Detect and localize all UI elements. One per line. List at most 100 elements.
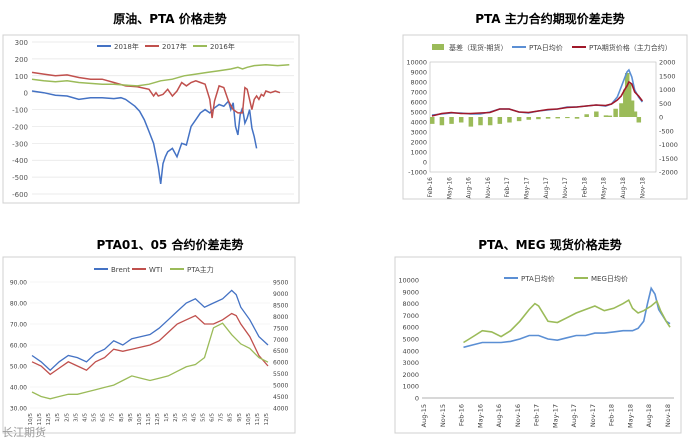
x-tick-label: 4/5 bbox=[191, 413, 197, 422]
chart-frame bbox=[2, 256, 296, 434]
x-tick-label: 6/5 bbox=[210, 413, 216, 422]
right-tick-label: 2000 bbox=[659, 59, 676, 67]
basis-bar bbox=[584, 114, 589, 117]
series-line-2018年 bbox=[31, 90, 258, 185]
legend-label: 2016年 bbox=[210, 42, 235, 51]
x-tick-label: Aug-17 bbox=[543, 177, 550, 199]
left-tick-label: 9000 bbox=[410, 69, 427, 77]
legend-label: PTA主力 bbox=[187, 265, 214, 274]
left-tick-label: 70.00 bbox=[10, 322, 27, 329]
x-tick-label: 5/5 bbox=[92, 413, 98, 422]
left-tick-label: 60.00 bbox=[10, 343, 27, 350]
x-tick-label: 1/5 bbox=[55, 413, 61, 422]
x-tick-label: 11/5 bbox=[37, 413, 43, 426]
series-line-PTA日均价 bbox=[463, 286, 671, 349]
x-tick-label: 7/5 bbox=[110, 413, 116, 422]
basis-bar bbox=[497, 117, 503, 124]
x-tick-label: Aug-15 bbox=[420, 404, 428, 427]
left-tick-label: 90.00 bbox=[10, 280, 27, 287]
basis-bar bbox=[478, 117, 483, 126]
x-tick-label: Nov-16 bbox=[485, 177, 492, 199]
right-tick-label: 7000 bbox=[273, 337, 288, 344]
basis-bar bbox=[526, 117, 532, 120]
x-tick-label: Feb-18 bbox=[608, 404, 616, 426]
chart-2: 1000090008000700060005000400030002000100… bbox=[402, 34, 688, 200]
left-tick-label: 5000 bbox=[410, 109, 427, 117]
chart-frame bbox=[402, 34, 688, 200]
x-tick-label: May-18 bbox=[626, 404, 634, 428]
chart-1: 300 200 100 0 -100 -200 -300 -400 -500 -600 2018年 2… bbox=[2, 34, 300, 204]
x-tick-label: 12/5 bbox=[155, 413, 161, 426]
y-tick-label: 9000 bbox=[402, 288, 419, 296]
x-tick-label: Feb-17 bbox=[533, 404, 541, 426]
y-tick-label: 300 bbox=[15, 39, 28, 47]
legend-label: 2018年 bbox=[114, 42, 139, 51]
x-tick-label: Nov-17 bbox=[589, 404, 597, 427]
right-tick-label: 6500 bbox=[273, 348, 288, 355]
chart-frame bbox=[2, 34, 300, 204]
series-line-WTI bbox=[31, 312, 269, 376]
chart-title-4: PTA、MEG 现货价格走势 bbox=[478, 238, 622, 252]
right-tick-label: 5500 bbox=[273, 371, 288, 378]
basis-bar bbox=[555, 117, 560, 119]
x-tick-label: 10/5 bbox=[246, 413, 252, 426]
x-tick-label: 11/5 bbox=[255, 413, 261, 426]
right-tick-label: 500 bbox=[659, 100, 671, 108]
right-tick-label: 0 bbox=[659, 114, 663, 122]
y-tick-label: -400 bbox=[12, 157, 28, 165]
left-tick-label: 10000 bbox=[406, 59, 427, 67]
basis-bar bbox=[536, 117, 541, 120]
basis-bar bbox=[619, 103, 624, 117]
legend-label: PTA日均价 bbox=[521, 274, 555, 283]
y-tick-label: 100 bbox=[15, 73, 28, 81]
x-tick-label: May-18 bbox=[601, 177, 608, 199]
left-tick-label: 1000 bbox=[410, 149, 427, 157]
basis-bar bbox=[516, 117, 522, 122]
x-tick-label: 8/5 bbox=[228, 413, 234, 422]
x-tick-label: Aug-17 bbox=[570, 404, 578, 427]
legend-label: MEG日均价 bbox=[591, 274, 628, 283]
basis-bar bbox=[449, 117, 454, 124]
y-tick-label: 7000 bbox=[402, 312, 419, 320]
y-tick-label: -100 bbox=[12, 107, 28, 115]
x-tick-label: 9/5 bbox=[128, 413, 134, 422]
right-tick-label: 1000 bbox=[659, 86, 676, 94]
y-tick-label: 200 bbox=[15, 56, 28, 64]
left-tick-label: 2000 bbox=[410, 139, 427, 147]
right-tick-label: -2000 bbox=[659, 169, 678, 177]
legend-label: WTI bbox=[149, 266, 162, 274]
x-tick-label: Nov-17 bbox=[562, 177, 569, 199]
basis-bar bbox=[545, 117, 551, 119]
y-tick-label: 10000 bbox=[398, 277, 419, 285]
left-tick-label: 4000 bbox=[410, 119, 427, 127]
right-tick-label: 8500 bbox=[273, 302, 288, 309]
legend-label: Brent bbox=[111, 266, 130, 274]
series-line-PTA期货价格（主力合约） bbox=[431, 80, 644, 117]
x-tick-label: Aug-16 bbox=[495, 404, 503, 427]
basis-bar bbox=[430, 117, 435, 124]
x-tick-label: 12/5 bbox=[46, 413, 52, 426]
series-line-PTA主力 bbox=[31, 322, 269, 400]
x-tick-label: May-16 bbox=[446, 177, 453, 199]
chart-title-1: 原油、PTA 价格走势 bbox=[113, 12, 227, 26]
chart-title-2: PTA 主力合约期现价差走势 bbox=[475, 12, 625, 26]
x-tick-label: May-17 bbox=[551, 404, 559, 428]
left-tick-label: 40.00 bbox=[10, 385, 27, 392]
basis-bar bbox=[594, 111, 599, 117]
y-tick-label: 0 bbox=[24, 90, 28, 98]
x-tick-label: 4/5 bbox=[82, 413, 88, 422]
chart-frame bbox=[394, 256, 682, 434]
basis-bar bbox=[574, 117, 580, 119]
x-tick-label: 2/5 bbox=[173, 413, 179, 422]
basis-bar bbox=[603, 115, 609, 117]
y-tick-label: -200 bbox=[12, 123, 28, 131]
series-line-PTA日均价 bbox=[431, 68, 644, 116]
x-tick-label: 10/5 bbox=[28, 413, 34, 426]
x-tick-label: Aug-18 bbox=[645, 404, 653, 427]
x-tick-label: 1/5 bbox=[164, 413, 170, 422]
watermark-text: 长江期货 bbox=[2, 426, 46, 439]
x-tick-label: Feb-17 bbox=[504, 177, 511, 198]
x-tick-label: Nov-18 bbox=[664, 404, 672, 427]
chart-4: 1000090008000700060005000400030002000100… bbox=[394, 256, 682, 434]
right-tick-label: 5000 bbox=[273, 383, 288, 390]
